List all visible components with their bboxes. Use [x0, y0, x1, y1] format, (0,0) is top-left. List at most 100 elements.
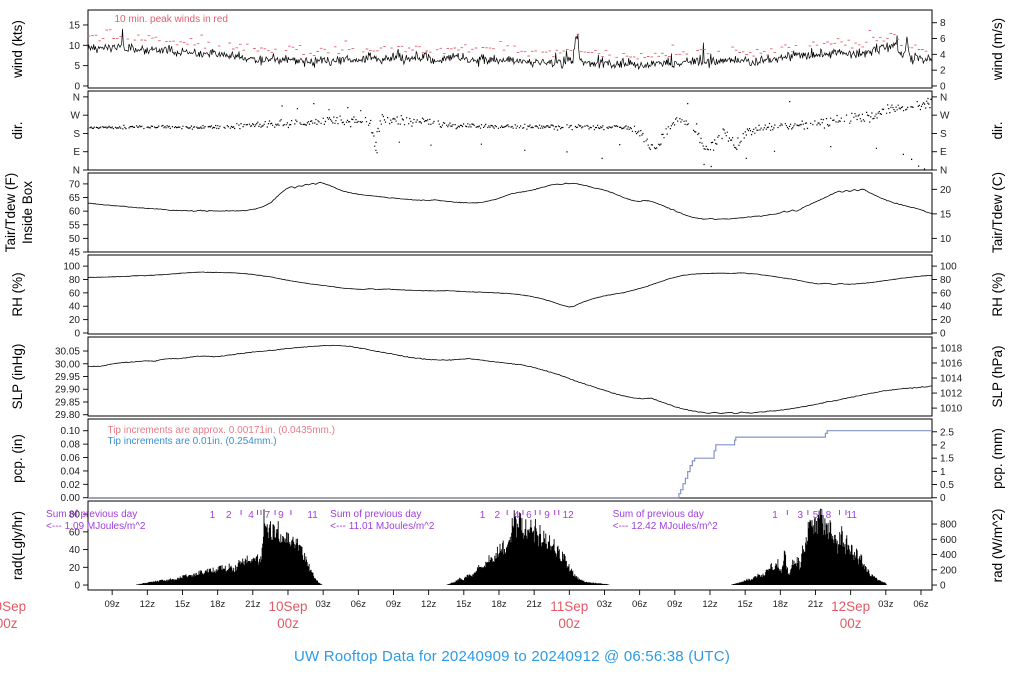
svg-text:00z: 00z	[840, 616, 862, 631]
svg-text:Tair/Tdew (F): Tair/Tdew (F)	[3, 173, 18, 253]
panel-pcp: 0.00 0.02 0.04 0.06 0.08 0.10 0 0.5 1 1.5 2 2.5 pcp.…	[10, 418, 1005, 504]
svg-text:1010: 1010	[940, 404, 963, 415]
svg-text:E: E	[940, 147, 947, 158]
svg-text:6: 6	[526, 510, 532, 521]
svg-text:RH (%): RH (%)	[10, 272, 25, 316]
svg-text:0.04: 0.04	[61, 466, 81, 477]
svg-text:29.90: 29.90	[55, 385, 80, 396]
svg-text:0.00: 0.00	[61, 493, 81, 504]
radiation-cumulative-markers: 1 2 4 7 9 11 1 2 4 6 9 12 1 3 5 8 11	[210, 510, 858, 521]
svg-text:<--- 12.42 MJoules/m^2: <--- 12.42 MJoules/m^2	[613, 521, 718, 532]
svg-text:0: 0	[74, 81, 80, 92]
svg-text:03z: 03z	[597, 599, 613, 610]
svg-text:0: 0	[940, 81, 946, 92]
svg-text:rad (W/m^2): rad (W/m^2)	[990, 509, 1005, 583]
svg-text:0: 0	[940, 581, 946, 592]
svg-text:00z: 00z	[558, 616, 580, 631]
svg-text:06z: 06z	[913, 599, 929, 610]
relative-humidity-series	[87, 271, 933, 308]
svg-text:12: 12	[563, 510, 575, 521]
svg-text:29.95: 29.95	[55, 372, 80, 383]
svg-text:wind (m/s): wind (m/s)	[990, 18, 1005, 81]
svg-text:0.10: 0.10	[61, 426, 81, 437]
wind-gust-peaks-series	[87, 29, 928, 60]
svg-text:0: 0	[940, 493, 946, 504]
svg-text:1: 1	[772, 510, 778, 521]
svg-text:10: 10	[940, 234, 952, 245]
svg-text:<--- 11.01 MJoules/m^2: <--- 11.01 MJoules/m^2	[330, 521, 435, 532]
svg-text:09z: 09z	[386, 599, 402, 610]
svg-text:9: 9	[278, 510, 284, 521]
svg-text:40: 40	[940, 302, 952, 313]
svg-text:Sum of previous day: Sum of previous day	[330, 509, 421, 520]
svg-text:8: 8	[826, 510, 832, 521]
panel-wind: 0 5 10 15 0 2 4 6 8 wind (kts) wind (m/s) 10 min. p…	[10, 9, 1005, 92]
svg-text:06z: 06z	[351, 599, 367, 610]
svg-text:8: 8	[940, 18, 946, 29]
svg-text:40: 40	[69, 545, 81, 556]
svg-text:Inside Box: Inside Box	[20, 181, 35, 244]
svg-text:N: N	[73, 92, 80, 103]
svg-text:06z: 06z	[632, 599, 648, 610]
svg-text:15: 15	[69, 20, 81, 31]
svg-text:11: 11	[847, 510, 858, 521]
svg-text:W: W	[71, 111, 81, 122]
svg-text:RH (%): RH (%)	[990, 272, 1005, 316]
svg-text:7: 7	[265, 510, 271, 521]
svg-text:SLP (hPa): SLP (hPa)	[990, 345, 1005, 407]
svg-text:1: 1	[210, 510, 216, 521]
svg-text:21z: 21z	[526, 599, 542, 610]
svg-text:3: 3	[797, 510, 803, 521]
svg-text:N: N	[940, 92, 947, 103]
svg-text:4: 4	[940, 50, 946, 61]
svg-text:0: 0	[940, 328, 946, 339]
svg-text:Sum of previous day: Sum of previous day	[613, 509, 704, 520]
svg-text:1: 1	[480, 510, 486, 521]
svg-text:18z: 18z	[210, 599, 226, 610]
svg-text:11Sep: 11Sep	[550, 599, 588, 614]
svg-text:dir.: dir.	[10, 121, 25, 139]
svg-text:1: 1	[940, 467, 946, 478]
svg-text:Tip increments are approx. 0.0: Tip increments are approx. 0.00171in. (0…	[107, 425, 335, 436]
svg-text:0.5: 0.5	[940, 480, 954, 491]
svg-text:18z: 18z	[773, 599, 789, 610]
wind-direction-scatter	[87, 97, 932, 170]
svg-text:15z: 15z	[737, 599, 753, 610]
svg-text:00z: 00z	[277, 616, 299, 631]
svg-text:40: 40	[69, 302, 81, 313]
svg-text:60: 60	[69, 207, 81, 218]
rh-axes: 0 20 40 60 80 100 0 20 40 60 80 100 RH (%) RH (%)	[10, 262, 1005, 340]
svg-text:SLP (inHg): SLP (inHg)	[10, 344, 25, 410]
svg-text:50: 50	[69, 234, 81, 245]
svg-text:Sum of previous day: Sum of previous day	[46, 509, 137, 520]
svg-text:65: 65	[69, 193, 81, 204]
svg-text:5: 5	[813, 510, 819, 521]
svg-text:W: W	[940, 111, 950, 122]
svg-text:12z: 12z	[702, 599, 718, 610]
sea-level-pressure-series	[87, 344, 932, 415]
svg-text:200: 200	[940, 565, 957, 576]
svg-text:70: 70	[69, 179, 81, 190]
svg-text:30.05: 30.05	[55, 347, 80, 358]
pcp-axes: 0.00 0.02 0.04 0.06 0.08 0.10 0 0.5 1 1.5 2 2.5 pcp.…	[10, 426, 1005, 504]
svg-text:rad(Lgly/hr): rad(Lgly/hr)	[10, 511, 25, 580]
svg-text:11: 11	[307, 510, 318, 521]
svg-text:29.85: 29.85	[55, 397, 80, 408]
figure-title: UW Rooftop Data for 20240909 to 20240912…	[293, 648, 731, 665]
svg-text:pcp. (in): pcp. (in)	[10, 434, 25, 483]
svg-text:12z: 12z	[421, 599, 437, 610]
svg-text:80: 80	[940, 275, 952, 286]
svg-text:0: 0	[74, 328, 80, 339]
temp-axes: 45 50 55 60 65 70 10 15 20 Tair/Tdew (F) Inside Bo…	[3, 172, 1005, 259]
air-temperature-series	[87, 181, 933, 220]
panel-rh: 0 20 40 60 80 100 0 20 40 60 80 100 RH (%) RH (%)	[10, 254, 1005, 340]
svg-text:5: 5	[74, 61, 80, 72]
svg-text:30.00: 30.00	[55, 359, 80, 370]
svg-text:10 min. peak winds in red: 10 min. peak winds in red	[114, 14, 227, 25]
svg-text:55: 55	[69, 220, 81, 231]
